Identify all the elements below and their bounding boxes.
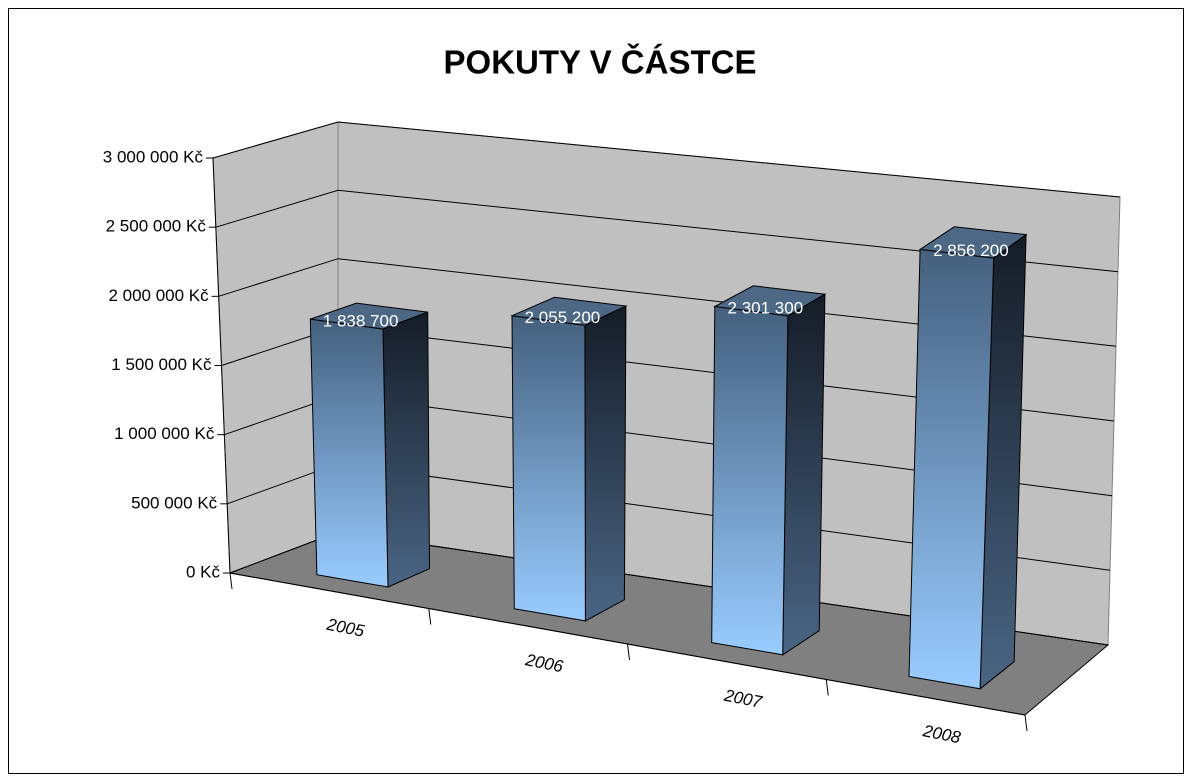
bar-side (782, 293, 826, 656)
value-label: 2 856 200 (933, 241, 1009, 260)
y-axis (212, 157, 231, 574)
y-tick-label: 1 000 000 Kč (114, 424, 215, 443)
value-label: 1 838 700 (323, 312, 399, 331)
x-axis (229, 572, 1026, 716)
x-tick (825, 679, 829, 696)
grid-line (212, 121, 1121, 198)
y-tick-label: 1 500 000 Kč (111, 355, 212, 374)
grid-line (215, 189, 1119, 273)
bar-side (584, 305, 627, 622)
y-tick-label: 500 000 Kč (131, 493, 218, 512)
value-label: 2 301 300 (728, 299, 804, 318)
bar-front (711, 305, 789, 656)
bar-top (310, 302, 428, 330)
bar-top (918, 226, 1028, 259)
bar-front (309, 318, 389, 588)
bar-top (510, 296, 628, 326)
x-tick (1024, 714, 1028, 732)
y-tick-label: 2 000 000 Kč (108, 286, 209, 305)
x-tick (229, 572, 233, 590)
bar-front (511, 315, 586, 622)
bar-top (713, 285, 827, 317)
value-label: 2 055 200 (525, 308, 601, 327)
bar-front (908, 248, 995, 690)
grid-line (218, 258, 1117, 347)
y-tick-label: 2 500 000 Kč (106, 217, 207, 236)
x-tick (627, 643, 630, 661)
x-tick (428, 608, 432, 625)
y-tick-label: 0 Kč (186, 562, 221, 581)
bar-side (382, 311, 431, 588)
chart-title: POKUTY V ČÁSTCE (444, 43, 757, 81)
y-tick-label: 3 000 000 Kč (103, 147, 204, 166)
